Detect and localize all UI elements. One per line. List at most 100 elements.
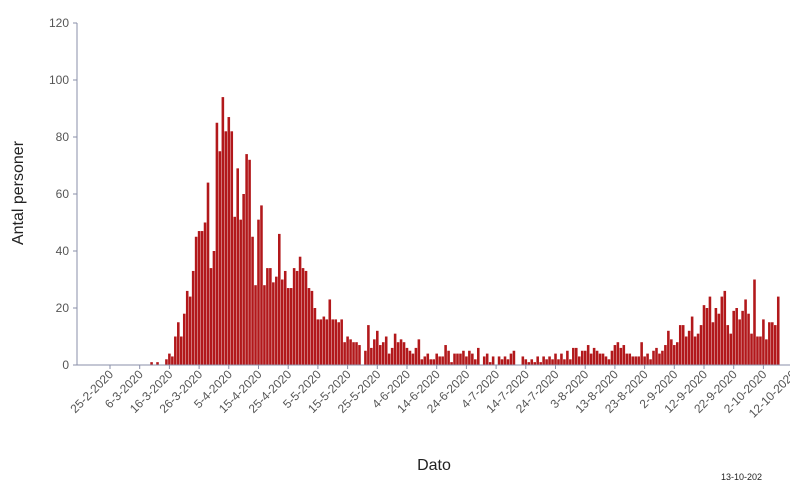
bar bbox=[450, 362, 453, 365]
bar bbox=[278, 233, 281, 365]
bar bbox=[171, 356, 174, 365]
bar bbox=[349, 339, 352, 365]
bar bbox=[313, 308, 317, 365]
bar bbox=[548, 356, 551, 365]
bar bbox=[209, 268, 213, 365]
bar bbox=[762, 319, 765, 365]
bar bbox=[750, 333, 753, 365]
bar bbox=[185, 290, 189, 365]
bar bbox=[325, 319, 329, 365]
bar bbox=[408, 350, 412, 365]
bar bbox=[539, 362, 542, 365]
bar bbox=[200, 231, 204, 365]
bar bbox=[774, 325, 777, 365]
bar bbox=[257, 219, 260, 365]
bar bbox=[684, 336, 688, 365]
bar bbox=[628, 353, 632, 365]
bar bbox=[482, 356, 486, 365]
bar bbox=[236, 168, 239, 365]
bar bbox=[681, 325, 685, 365]
bar bbox=[634, 356, 637, 365]
bar bbox=[753, 279, 756, 365]
bar bbox=[215, 122, 219, 365]
bar bbox=[468, 350, 471, 365]
bar bbox=[503, 356, 507, 365]
bar bbox=[378, 345, 382, 365]
bar bbox=[465, 356, 468, 365]
bar bbox=[726, 325, 730, 365]
bar bbox=[168, 353, 171, 365]
bar bbox=[390, 347, 394, 365]
bar bbox=[387, 353, 391, 365]
y-tick-label: 120 bbox=[49, 16, 69, 30]
bar bbox=[637, 356, 640, 365]
bar bbox=[723, 290, 727, 365]
bar bbox=[690, 316, 694, 365]
bar bbox=[625, 353, 629, 365]
bar bbox=[477, 347, 480, 365]
bar bbox=[485, 353, 489, 365]
bar bbox=[500, 359, 504, 365]
bar bbox=[512, 350, 516, 365]
bar bbox=[687, 330, 691, 365]
bar bbox=[705, 308, 709, 365]
bar bbox=[364, 350, 367, 365]
bar bbox=[381, 342, 385, 365]
bar bbox=[631, 356, 635, 365]
bar bbox=[744, 299, 747, 365]
bar bbox=[393, 333, 397, 365]
bar bbox=[720, 296, 724, 365]
bar bbox=[269, 268, 272, 365]
bar bbox=[441, 356, 444, 365]
bar bbox=[646, 353, 649, 365]
bar bbox=[607, 359, 611, 365]
bar bbox=[601, 353, 605, 365]
bar bbox=[586, 345, 590, 365]
bar bbox=[524, 359, 528, 365]
bar bbox=[230, 131, 234, 365]
bar bbox=[702, 305, 706, 365]
bar bbox=[560, 353, 563, 365]
bar bbox=[182, 313, 186, 365]
bar bbox=[566, 350, 569, 365]
bar bbox=[346, 336, 349, 365]
bar bbox=[474, 359, 477, 365]
bar bbox=[583, 350, 587, 365]
bar bbox=[251, 236, 254, 365]
bar bbox=[417, 339, 421, 365]
bar bbox=[405, 347, 409, 365]
bar bbox=[248, 159, 251, 365]
bar bbox=[414, 347, 418, 365]
bar bbox=[604, 356, 608, 365]
bar bbox=[551, 359, 554, 365]
bar bbox=[569, 359, 572, 365]
bar bbox=[509, 353, 513, 365]
bar bbox=[370, 347, 373, 365]
bar bbox=[652, 350, 655, 365]
bar bbox=[165, 359, 168, 365]
bar bbox=[239, 219, 242, 365]
bar bbox=[218, 151, 222, 365]
bar bbox=[289, 288, 293, 365]
bar bbox=[610, 350, 614, 365]
bar bbox=[765, 339, 768, 365]
bar bbox=[577, 356, 581, 365]
bar bbox=[444, 345, 447, 365]
bar bbox=[203, 222, 207, 365]
bar bbox=[343, 342, 346, 365]
bar bbox=[616, 342, 620, 365]
bar bbox=[295, 270, 299, 365]
bar bbox=[328, 299, 332, 365]
bar bbox=[554, 353, 557, 365]
bar bbox=[530, 359, 534, 365]
bar bbox=[768, 322, 771, 365]
bar bbox=[447, 350, 450, 365]
bar bbox=[310, 290, 314, 365]
bar bbox=[179, 336, 183, 365]
bar bbox=[670, 339, 673, 365]
bar bbox=[331, 319, 335, 365]
bar bbox=[613, 345, 617, 365]
bar bbox=[334, 319, 338, 365]
bar bbox=[206, 182, 210, 365]
bar bbox=[640, 342, 643, 365]
